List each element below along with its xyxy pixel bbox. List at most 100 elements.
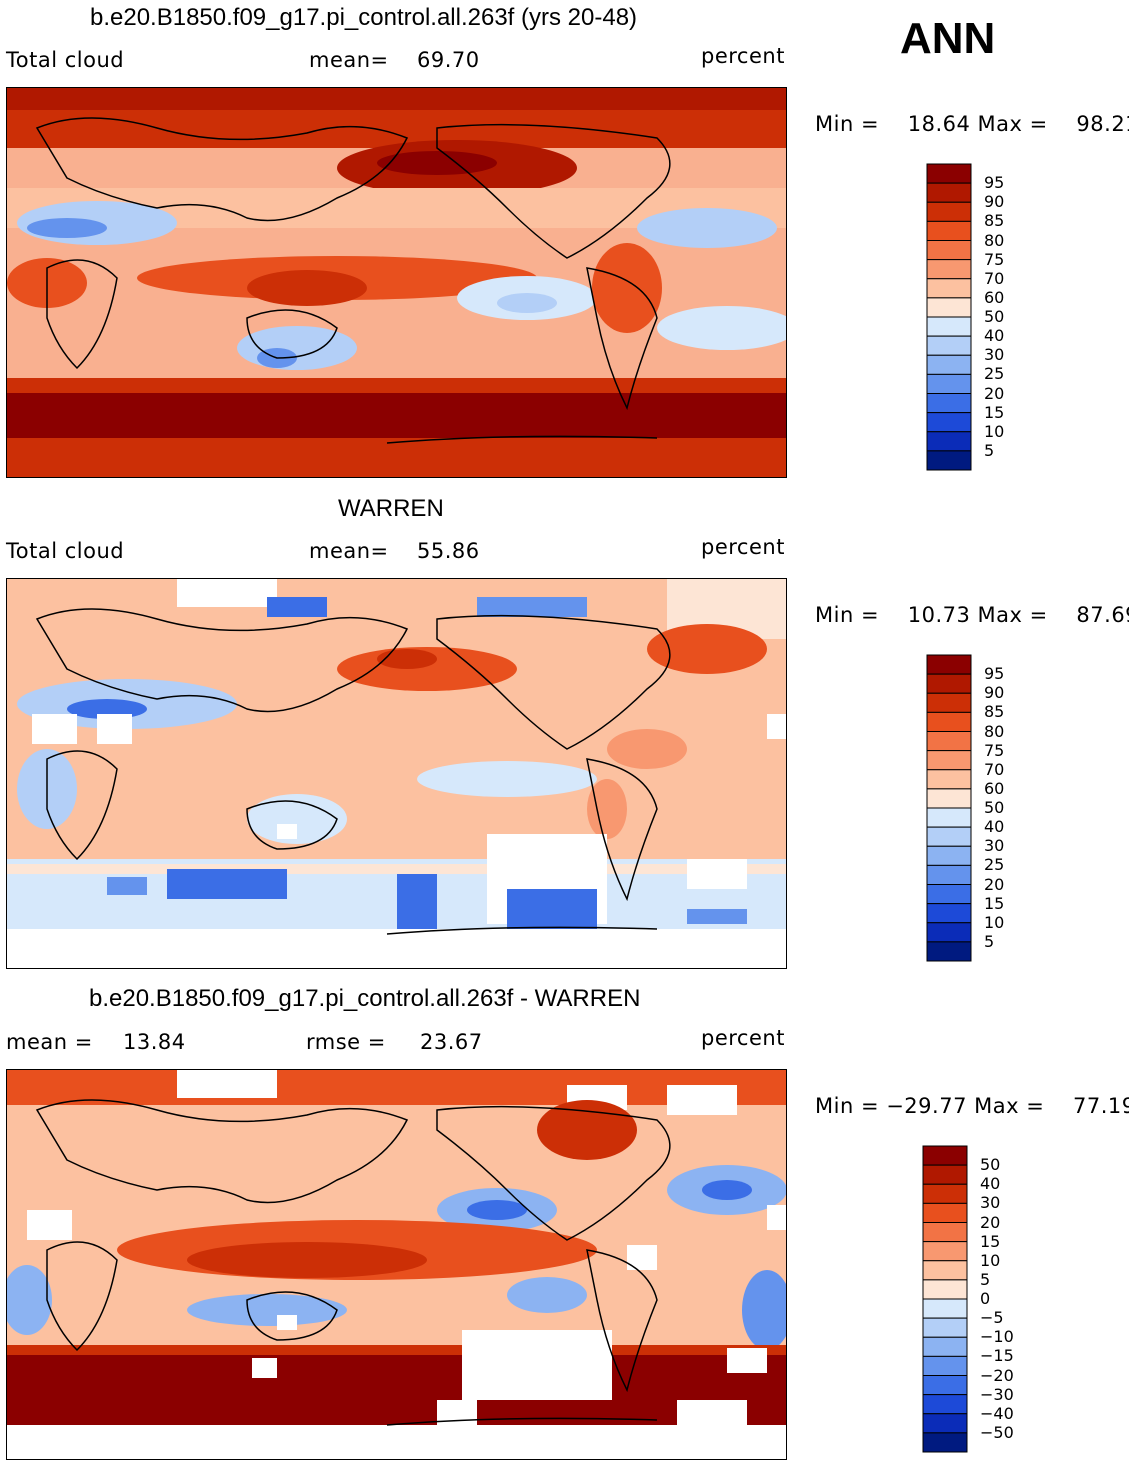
- colorbar-swatch: [926, 826, 972, 847]
- colorbar-swatch: [926, 431, 972, 452]
- colorbar-tick-label: −40: [980, 1403, 1014, 1423]
- colorbar-tick-label: 5: [980, 1269, 991, 1289]
- colorbar-tick-label: −30: [980, 1384, 1014, 1404]
- colorbar-tick-label: 40: [980, 1174, 1001, 1194]
- colorbar-swatch: [926, 845, 972, 866]
- colorbar-swatch: [926, 922, 972, 943]
- colorbar-tick-label: 80: [984, 230, 1005, 250]
- panel-3-colorbar: [922, 1145, 968, 1458]
- colorbar-swatch: [922, 1394, 968, 1415]
- colorbar-swatch: [926, 769, 972, 790]
- colorbar-tick-label: 20: [984, 874, 1005, 894]
- colorbar-swatch: [926, 788, 972, 809]
- colorbar-swatch: [926, 884, 972, 905]
- colorbar-swatch: [926, 711, 972, 732]
- colorbar-tick-label: 25: [984, 855, 1005, 875]
- panel-2-colorbar-swatches: [926, 654, 972, 962]
- colorbar-swatch: [922, 1317, 968, 1338]
- colorbar-tick-label: 5: [984, 440, 995, 460]
- colorbar-tick-label: 60: [984, 778, 1005, 798]
- colorbar-tick-label: 50: [984, 798, 1005, 817]
- colorbar-tick-label: 25: [984, 364, 1005, 384]
- colorbar-tick-label: 15: [980, 1231, 1001, 1251]
- colorbar-tick-label: 30: [980, 1193, 1001, 1213]
- colorbar-swatch: [926, 278, 972, 299]
- panel-3-rmse-value: 23.67: [420, 1030, 483, 1054]
- panel-3-minmax: Min = −29.77 Max = 77.19: [815, 1094, 1129, 1118]
- panel-1-colorbar: [926, 163, 972, 476]
- colorbar-swatch: [926, 450, 972, 471]
- colorbar-swatch: [926, 903, 972, 924]
- colorbar-swatch: [922, 1145, 968, 1166]
- colorbar-swatch: [926, 240, 972, 261]
- colorbar-tick-label: 0: [980, 1289, 991, 1308]
- colorbar-tick-label: −10: [980, 1327, 1014, 1347]
- colorbar-swatch: [926, 259, 972, 280]
- colorbar-swatch: [922, 1202, 968, 1223]
- colorbar-tick-label: 95: [984, 173, 1005, 193]
- panel-2-title: WARREN: [338, 495, 444, 522]
- colorbar-swatch: [922, 1355, 968, 1376]
- colorbar-tick-label: 20: [984, 383, 1005, 403]
- colorbar-tick-label: 50: [984, 307, 1005, 326]
- colorbar-tick-label: 95: [984, 664, 1005, 684]
- colorbar-tick-label: 85: [984, 211, 1005, 231]
- panel-2-minmax: Min = 10.73 Max = 87.69: [815, 603, 1129, 627]
- colorbar-swatch: [926, 864, 972, 885]
- colorbar-tick-label: 40: [984, 817, 1005, 837]
- colorbar-swatch: [926, 807, 972, 828]
- colorbar-swatch: [922, 1183, 968, 1204]
- colorbar-swatch: [926, 673, 972, 694]
- colorbar-tick-label: 85: [984, 702, 1005, 722]
- panel-1-colorbar-swatches: [926, 163, 972, 471]
- colorbar-swatch: [926, 941, 972, 962]
- colorbar-tick-label: 40: [984, 326, 1005, 346]
- colorbar-tick-label: −50: [980, 1422, 1014, 1442]
- panel-3-mean-label: mean =: [6, 1030, 93, 1054]
- season-label: ANN: [900, 14, 996, 63]
- colorbar-tick-label: 30: [984, 345, 1005, 365]
- colorbar-swatch: [926, 731, 972, 752]
- colorbar-tick-label: −15: [980, 1346, 1014, 1366]
- colorbar-swatch: [922, 1279, 968, 1300]
- panel-1-map: [6, 87, 787, 478]
- panel-1-minmax: Min = 18.64 Max = 98.21: [815, 112, 1129, 136]
- panel-1-variable-label: Total cloud: [6, 48, 125, 72]
- colorbar-swatch: [926, 692, 972, 713]
- panel-3-rmse-label: rmse =: [306, 1030, 386, 1054]
- panel-3-title: b.e20.B1850.f09_g17.pi_control.all.263f …: [89, 985, 641, 1012]
- colorbar-swatch: [926, 182, 972, 203]
- colorbar-swatch: [926, 335, 972, 356]
- colorbar-tick-label: 80: [984, 721, 1005, 741]
- panel-2-units: percent: [701, 535, 785, 559]
- colorbar-tick-label: 30: [984, 836, 1005, 856]
- colorbar-swatch: [922, 1375, 968, 1396]
- panel-3-units: percent: [701, 1026, 785, 1050]
- colorbar-tick-label: 60: [984, 287, 1005, 307]
- colorbar-tick-label: 15: [984, 402, 1005, 422]
- panel-2-map: [6, 578, 787, 969]
- panel-2-colorbar: [926, 654, 972, 967]
- colorbar-tick-label: 10: [980, 1250, 1001, 1270]
- panel-1-units: percent: [701, 44, 785, 68]
- panel-1-mean-label: mean=: [309, 48, 389, 72]
- colorbar-swatch: [926, 354, 972, 375]
- colorbar-swatch: [926, 750, 972, 771]
- colorbar-swatch: [926, 373, 972, 394]
- panel-2-mean-value: 55.86: [417, 539, 480, 563]
- colorbar-swatch: [922, 1222, 968, 1243]
- colorbar-swatch: [926, 163, 972, 184]
- panel-2-variable-label: Total cloud: [6, 539, 125, 563]
- panel-1-title: b.e20.B1850.f09_g17.pi_control.all.263f …: [90, 4, 638, 31]
- colorbar-swatch: [926, 393, 972, 414]
- colorbar-tick-label: 75: [984, 740, 1005, 760]
- colorbar-swatch: [926, 220, 972, 241]
- colorbar-swatch: [926, 316, 972, 337]
- colorbar-tick-label: −20: [980, 1365, 1014, 1385]
- colorbar-swatch: [922, 1432, 968, 1453]
- colorbar-tick-label: 90: [984, 683, 1005, 703]
- colorbar-tick-label: 90: [984, 192, 1005, 212]
- colorbar-swatch: [922, 1413, 968, 1434]
- colorbar-tick-label: 75: [984, 249, 1005, 269]
- colorbar-swatch: [922, 1241, 968, 1262]
